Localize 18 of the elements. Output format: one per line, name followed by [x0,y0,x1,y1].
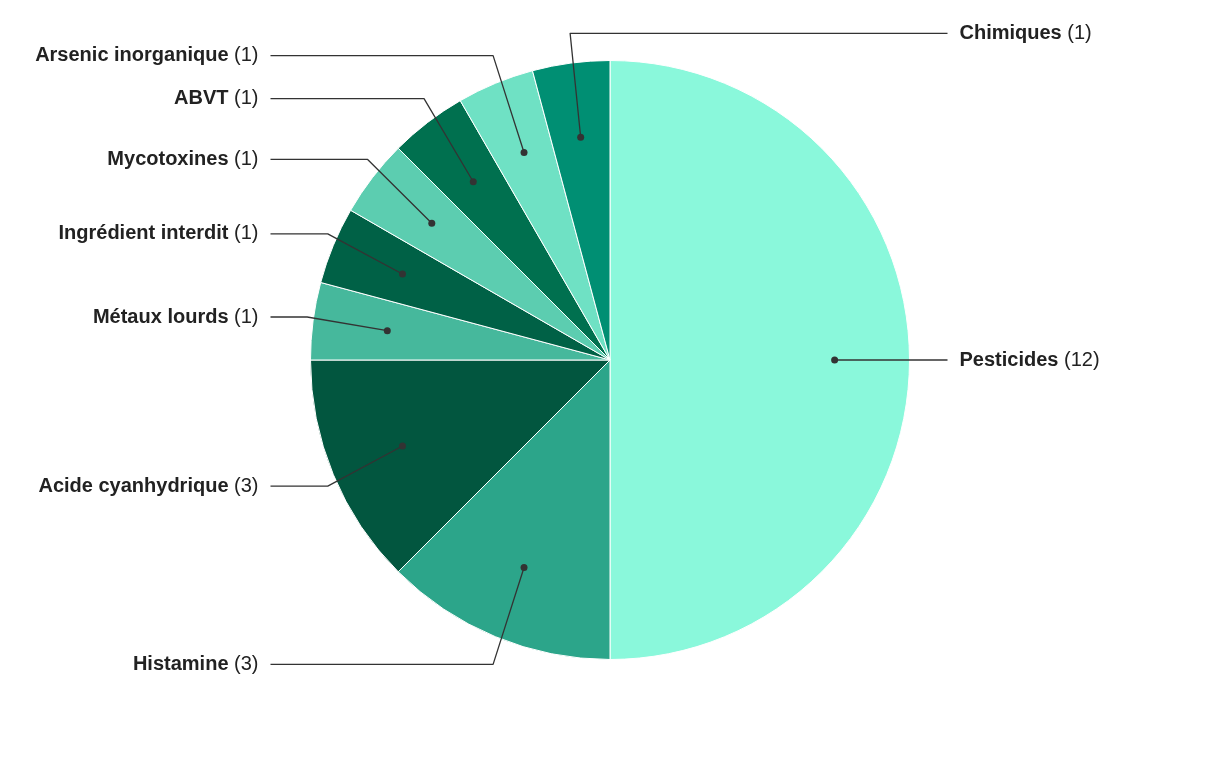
slice-label: Métaux lourds [92,304,229,327]
slice-label: Acide cyanhydrique [38,473,229,496]
slice-label: ABVT [174,86,229,109]
data-label: (1) [228,43,259,66]
slice-label: Mycotoxines [107,146,229,169]
slice-label: Pesticides [959,347,1059,370]
data-label: (1) [1061,20,1092,43]
slice-label: Chimiques [959,20,1062,43]
data-label: (12) [1058,347,1100,370]
data-label: (1) [228,86,259,109]
data-label: (1) [228,146,259,169]
slice-label: Histamine [132,651,229,674]
slice-label: Ingrédient interdit [58,221,229,244]
data-label: (1) [228,304,259,327]
data-label: (3) [228,473,259,496]
slice-label: Arsenic inorganique [35,43,229,66]
data-label: (3) [228,651,259,674]
data-label: (1) [228,221,259,244]
